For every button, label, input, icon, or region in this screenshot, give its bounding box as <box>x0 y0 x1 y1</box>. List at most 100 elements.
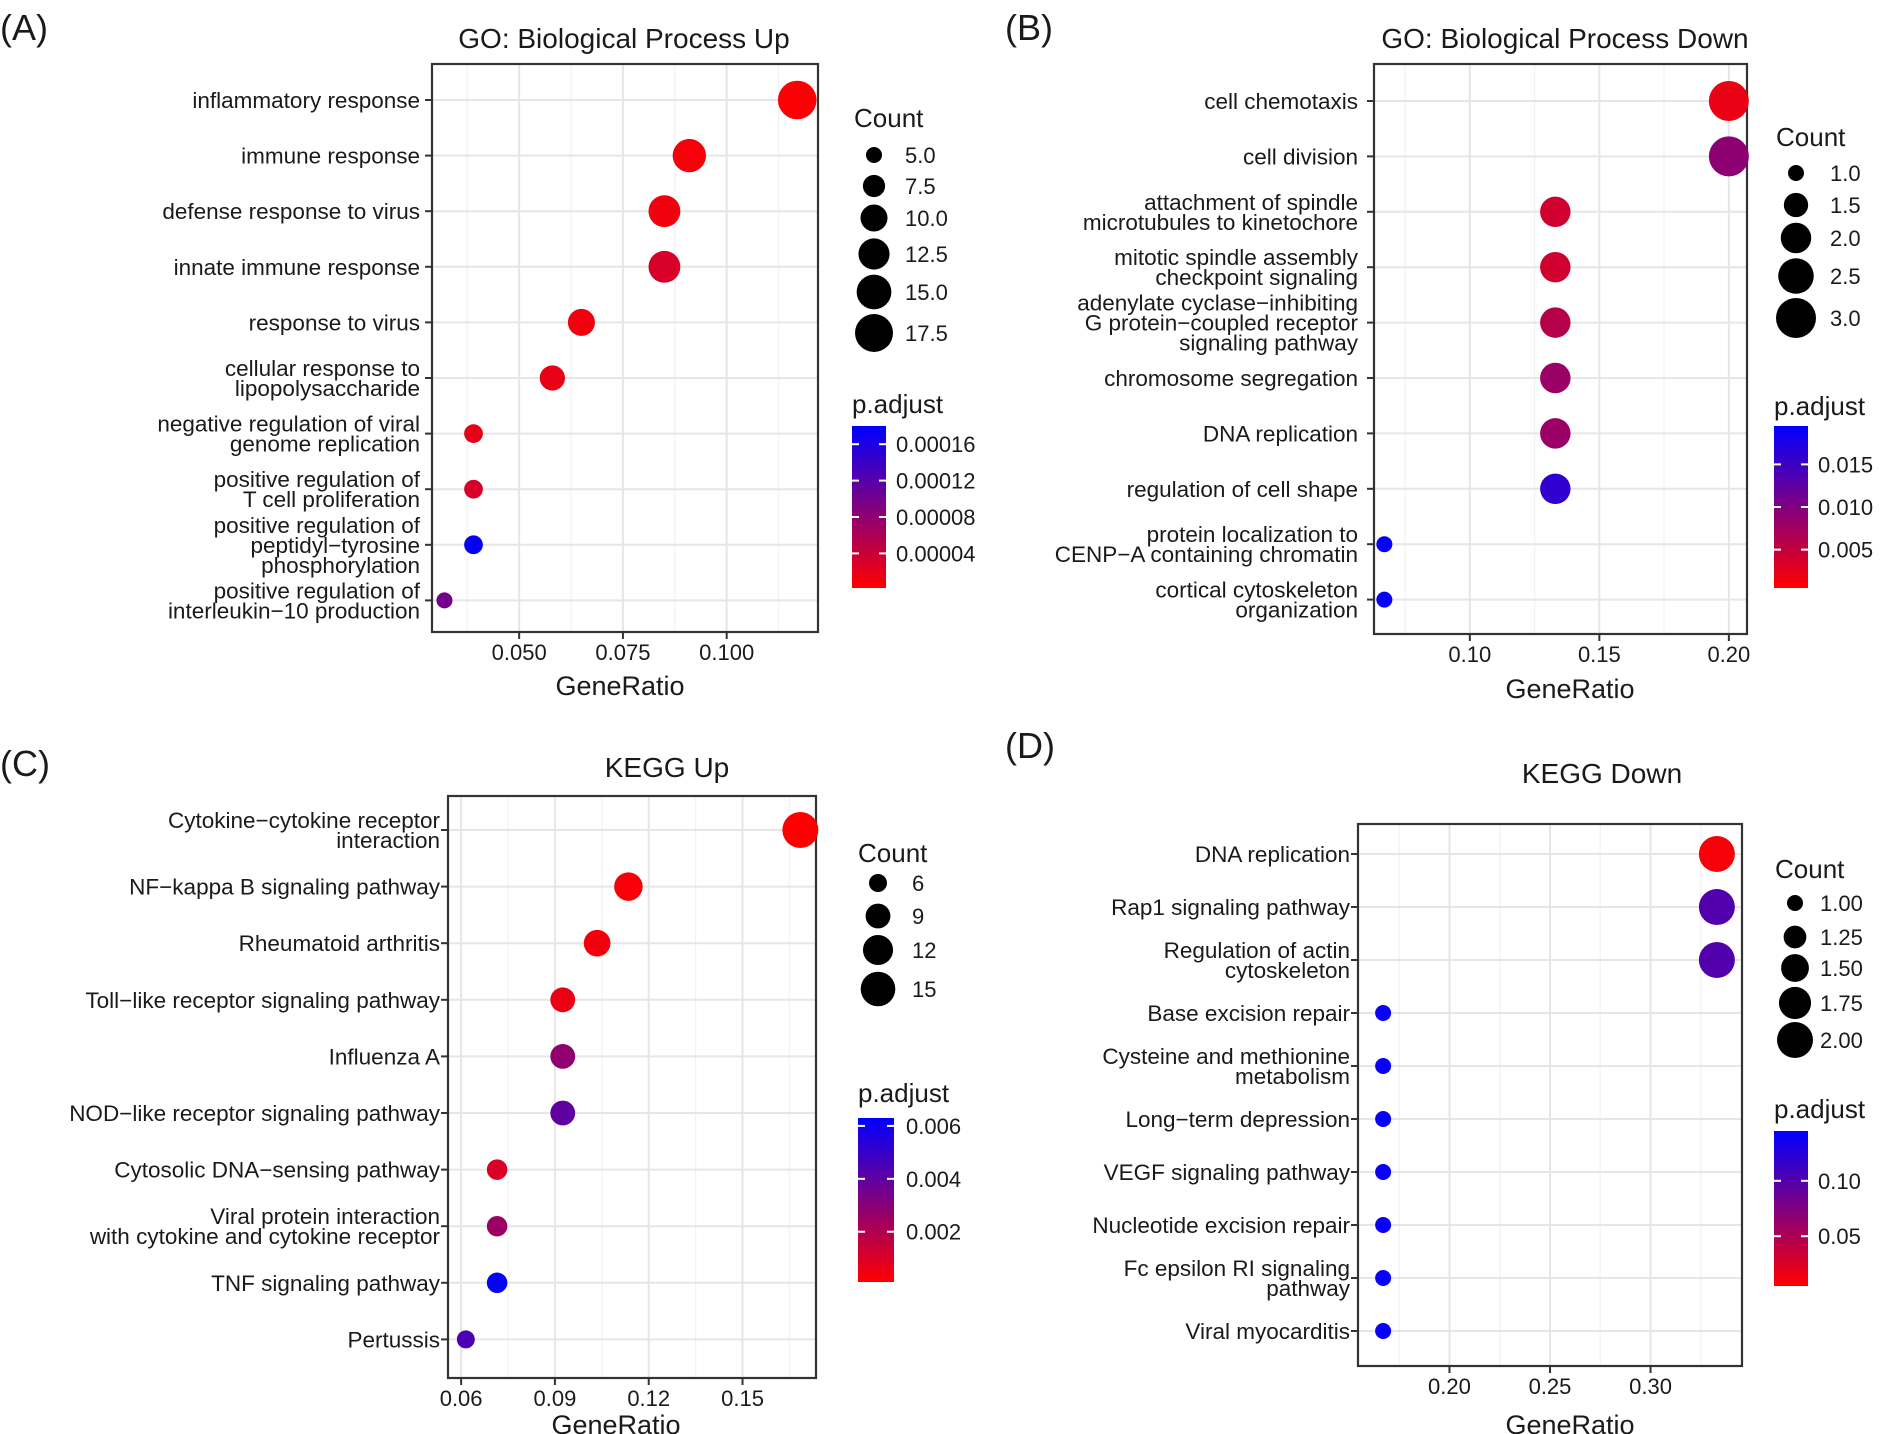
category-label: Viral myocarditis <box>1185 1319 1350 1344</box>
category-label: NF−kappa B signaling pathway <box>129 875 441 900</box>
category-label: G protein−coupled receptor <box>1085 311 1359 336</box>
size-legend-label: 10.0 <box>905 206 948 231</box>
data-point <box>486 1272 508 1294</box>
data-point <box>550 1043 576 1069</box>
data-point <box>1708 136 1749 177</box>
color-legend-title: p.adjust <box>858 1078 950 1108</box>
size-legend-key <box>866 147 882 163</box>
category-label: Cytosolic DNA−sensing pathway <box>114 1158 441 1183</box>
color-legend-label: 0.005 <box>1818 538 1873 563</box>
data-point <box>648 195 681 228</box>
chart-title: GO: Biological Process Up <box>458 23 789 54</box>
x-tick-label: 0.20 <box>1707 642 1750 667</box>
category-label: negative regulation of viral <box>157 412 420 437</box>
x-axis-label: GeneRatio <box>1505 674 1634 704</box>
size-legend-key <box>860 204 888 232</box>
size-legend-label: 1.00 <box>1820 891 1863 916</box>
category-label: innate immune response <box>174 255 420 280</box>
x-tick-label: 0.25 <box>1529 1374 1572 1399</box>
category-label: T cell proliferation <box>243 487 420 512</box>
panel-d: (D) KEGG Down 0.20 0.25 0.30 GeneRatio DNA rep… <box>1005 725 1866 1434</box>
category-label: positive regulation of <box>214 578 421 603</box>
size-legend-key <box>856 274 892 310</box>
panel-label: (C) <box>0 743 50 784</box>
size-legend-key <box>1780 222 1812 254</box>
x-tick-label: 0.12 <box>627 1386 670 1411</box>
category-label: microtubules to kinetochore <box>1083 210 1358 235</box>
size-legend-title: Count <box>1775 854 1845 884</box>
panel-label: (D) <box>1005 725 1055 766</box>
data-point <box>1375 1270 1392 1286</box>
data-point <box>1376 536 1393 553</box>
size-legend-key <box>858 238 890 270</box>
x-tick-label: 0.15 <box>1578 642 1621 667</box>
size-legend-key <box>865 903 891 929</box>
size-legend-label: 12.5 <box>905 242 948 267</box>
size-legend-key <box>1787 895 1803 911</box>
category-label: cortical cytoskeleton <box>1155 578 1358 603</box>
size-legend-label: 9 <box>912 904 924 929</box>
category-label: adenylate cyclase−inhibiting <box>1077 291 1358 316</box>
size-legend-title: Count <box>1776 122 1846 152</box>
size-legend-label: 6 <box>912 871 924 896</box>
data-point <box>1375 1058 1392 1074</box>
color-legend-title: p.adjust <box>852 389 944 419</box>
size-legend-key <box>869 874 887 892</box>
data-point <box>1698 942 1735 978</box>
category-label: cellular response to <box>225 356 420 381</box>
color-legend-title: p.adjust <box>1774 1094 1866 1124</box>
category-label: Pertussis <box>347 1327 440 1352</box>
data-point <box>1376 591 1393 608</box>
data-point <box>567 308 595 336</box>
data-point <box>486 1159 508 1180</box>
category-label: metabolism <box>1235 1064 1350 1089</box>
x-tick-label: 0.10 <box>1448 642 1491 667</box>
data-point <box>672 138 707 173</box>
color-legend-label: 0.006 <box>906 1114 961 1139</box>
size-legend-key <box>1776 298 1816 338</box>
data-point <box>1375 1323 1392 1339</box>
x-tick-label: 0.100 <box>699 640 754 665</box>
category-label: response to virus <box>249 310 420 335</box>
category-label: Rheumatoid arthritis <box>239 931 440 956</box>
size-legend-title: Count <box>858 838 928 868</box>
category-label: protein localization to <box>1147 522 1358 547</box>
color-legend-label: 0.010 <box>1818 495 1873 520</box>
panel-c: (C) KEGG Up 0.06 0.09 0.12 0.15 GeneRatio Cytok… <box>0 743 961 1434</box>
data-point <box>648 250 681 283</box>
x-tick-label: 0.30 <box>1629 1374 1672 1399</box>
size-legend-label: 15.0 <box>905 280 948 305</box>
size-legend-key <box>1783 925 1807 949</box>
size-legend-label: 5.0 <box>905 143 936 168</box>
data-point <box>614 872 643 901</box>
size-legend-label: 15 <box>912 977 936 1002</box>
size-legend-label: 2.0 <box>1830 226 1861 251</box>
data-point <box>1375 1217 1392 1233</box>
data-point <box>777 80 817 120</box>
size-legend-key <box>862 174 886 198</box>
x-tick-label: 0.15 <box>721 1386 764 1411</box>
x-tick-label: 0.06 <box>440 1386 483 1411</box>
category-label: inflammatory response <box>192 88 420 113</box>
category-label: pathway <box>1266 1276 1351 1301</box>
plot-frame <box>1372 62 1749 636</box>
size-legend-label: 2.00 <box>1820 1028 1863 1053</box>
category-label: Rap1 signaling pathway <box>1111 895 1351 920</box>
data-point <box>1540 473 1571 505</box>
x-axis-label: GeneRatio <box>1505 1410 1634 1434</box>
size-legend-label: 1.75 <box>1820 991 1863 1016</box>
category-label: positive regulation of <box>214 513 421 538</box>
category-label: Base excision repair <box>1147 1001 1350 1026</box>
category-label: Viral protein interaction <box>210 1204 440 1229</box>
category-label: mitotic spindle assembly <box>1114 245 1359 270</box>
data-point <box>550 987 576 1013</box>
category-label: Long−term depression <box>1125 1107 1350 1132</box>
category-label: NOD−like receptor signaling pathway <box>69 1101 441 1126</box>
size-legend-key <box>1778 258 1814 294</box>
category-label: with cytokine and cytokine receptor <box>89 1224 441 1249</box>
category-label: lipopolysaccharide <box>235 376 420 401</box>
category-label: Cytokine−cytokine receptor <box>168 808 441 833</box>
category-label: positive regulation of <box>214 467 421 492</box>
panel-a: (A) GO: Biological Process Up 0.050 0.075 0.… <box>0 7 976 701</box>
data-point <box>539 365 565 391</box>
